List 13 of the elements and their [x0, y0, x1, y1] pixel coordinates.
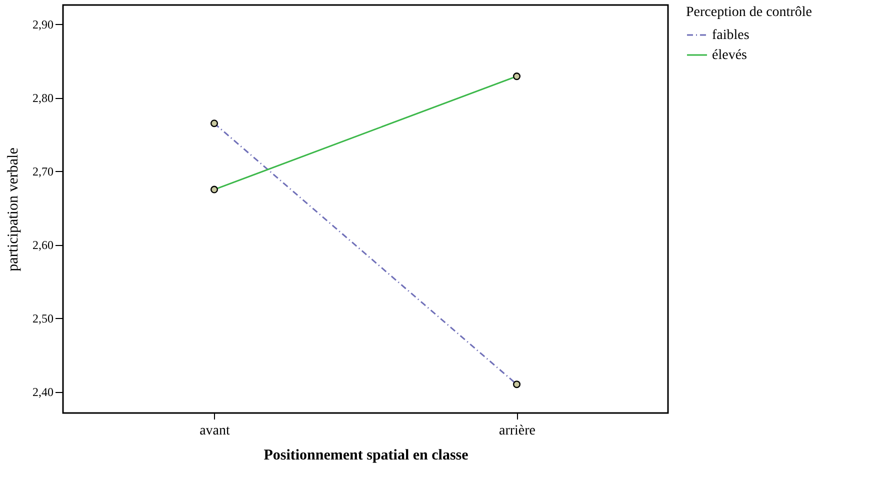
- y-tick-label: 2,50: [32, 312, 54, 326]
- x-tick-label: arrière: [498, 424, 536, 438]
- y-tick-label: 2,70: [32, 164, 54, 179]
- legend-title: Perception de contrôle: [686, 5, 812, 20]
- y-tick-label: 2,40: [32, 385, 54, 400]
- y-tick-label: 2,60: [32, 238, 54, 252]
- legend-label: faibles: [712, 28, 750, 43]
- y-axis-title: participation verbale: [6, 147, 22, 272]
- legend-label: élevés: [712, 48, 747, 63]
- x-tick-label: avant: [200, 424, 230, 438]
- y-tick-label: 2,90: [32, 18, 54, 32]
- y-tick-label: 2,80: [32, 91, 54, 106]
- x-axis-title: Positionnement spatial en classe: [264, 448, 469, 464]
